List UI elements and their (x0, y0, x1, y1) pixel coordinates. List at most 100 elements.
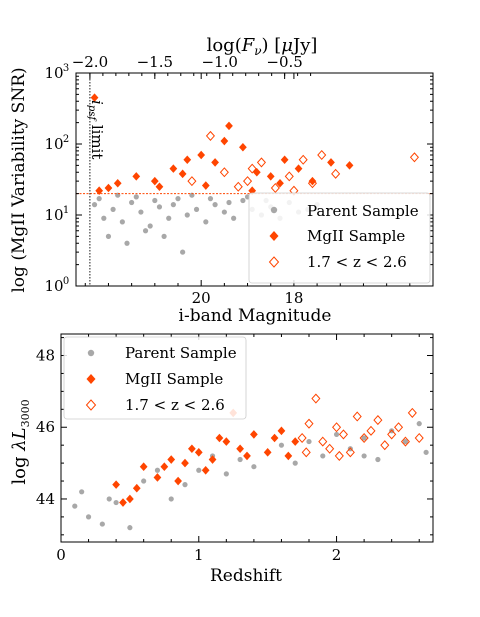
parent-point (240, 197, 246, 204)
mgii-point (291, 437, 300, 446)
parent-point (91, 202, 98, 208)
mgii-point (194, 448, 203, 457)
top-legend: Parent Sample MgII Sample 1.7 < z < 2.6 (248, 192, 431, 284)
mgii-sample-points (90, 93, 354, 195)
parent-point (142, 228, 149, 234)
parent-point (154, 467, 161, 473)
parent-point (105, 233, 112, 239)
mgii-point (294, 164, 303, 173)
high-z-point (414, 432, 424, 444)
mgii-point (153, 473, 162, 482)
mgii-point (150, 176, 159, 186)
x-tick-label: 0 (56, 546, 66, 564)
high-z-point (373, 415, 383, 426)
top-tick-label: −1.5 (137, 53, 173, 71)
mgii-point (104, 183, 113, 193)
mgii-point (211, 158, 219, 167)
parent-point (212, 202, 218, 208)
high-z-point (331, 168, 341, 179)
legend-parent-marker (87, 349, 95, 357)
high-z-point (301, 447, 311, 458)
mgii-point (243, 451, 251, 461)
mgii-point (95, 186, 104, 195)
parent-point (361, 453, 367, 459)
bottom-legend-mgii-label: MgII Sample (125, 370, 223, 388)
mgii-point (197, 150, 206, 160)
high-z-point (205, 130, 215, 141)
mgii-point (220, 136, 229, 146)
bottom-legend-parent-label: Parent Sample (125, 344, 237, 362)
top-tick-label: −0.5 (266, 53, 302, 71)
parent-point (124, 240, 130, 246)
parent-point (79, 489, 85, 495)
top-legend-mgii-label: MgII Sample (307, 227, 405, 245)
parent-point (138, 209, 144, 215)
mgii-point (284, 451, 293, 461)
mgii-point (155, 182, 164, 192)
parent-point (168, 496, 174, 502)
parent-point (320, 453, 326, 459)
high-z-point (270, 182, 280, 194)
top-legend-box (248, 192, 431, 284)
mgii-point (239, 142, 247, 152)
high-z-point (325, 443, 335, 454)
high-z-point (318, 436, 328, 447)
mgii-point (183, 155, 192, 165)
parent-point (231, 215, 237, 221)
parent-point (306, 438, 312, 445)
mgii-point (280, 155, 289, 165)
parent-point (193, 206, 200, 212)
mgii-point (327, 158, 335, 167)
high-z-point (409, 152, 419, 163)
mgii-point (222, 437, 231, 446)
high-z-point (359, 432, 369, 444)
high-z-point (387, 429, 397, 440)
high-z-point (400, 436, 410, 447)
parent-point (147, 223, 153, 229)
parent-point (184, 212, 190, 218)
high-z-point (317, 149, 327, 161)
parent-point (278, 442, 285, 448)
high-z-point (345, 447, 355, 458)
legend-mgii-marker (86, 374, 96, 384)
mgii-point (252, 167, 261, 177)
high-z-point (338, 429, 348, 440)
y-tick-exponent: 1 (63, 205, 69, 216)
high-z-point (332, 422, 342, 433)
mgii-point (225, 121, 233, 131)
parent-point (237, 456, 243, 463)
parent-point (375, 456, 381, 463)
parent-point (85, 514, 92, 520)
parent-point (127, 525, 133, 531)
x-tick-label: 1 (194, 546, 204, 564)
mgii-point (132, 483, 141, 493)
y-tick-label: 10 (44, 64, 63, 82)
bottom-legend-highz-label: 1.7 < z < 2.6 (125, 396, 225, 414)
mgii-point (308, 176, 317, 186)
parent-point (101, 215, 107, 221)
parent-point (99, 521, 105, 527)
parent-point (333, 431, 340, 438)
high-z-point (366, 425, 376, 436)
high-z-point (243, 176, 253, 187)
mgii-point (174, 476, 182, 486)
parent-sample-points (72, 421, 429, 531)
mgii-sample-points (112, 408, 300, 507)
parent-point (141, 478, 147, 484)
high-z-point (380, 440, 390, 451)
high-z-point (307, 178, 317, 189)
parent-point (113, 499, 119, 506)
mgii-point (236, 444, 244, 454)
mgii-point (215, 433, 224, 443)
y-tick-exponent: 2 (63, 134, 69, 145)
mgii-point (139, 462, 148, 471)
mgii-point (119, 498, 127, 507)
parent-point (221, 209, 227, 215)
parent-point (361, 435, 367, 441)
high-z-point (407, 407, 417, 418)
parent-point (119, 219, 125, 225)
bottom-x-axis-label: Redshift (210, 566, 282, 586)
high-z-point (256, 157, 266, 168)
top-legend-highz-label: 1.7 < z < 2.6 (307, 253, 407, 271)
mgii-point (126, 494, 134, 504)
